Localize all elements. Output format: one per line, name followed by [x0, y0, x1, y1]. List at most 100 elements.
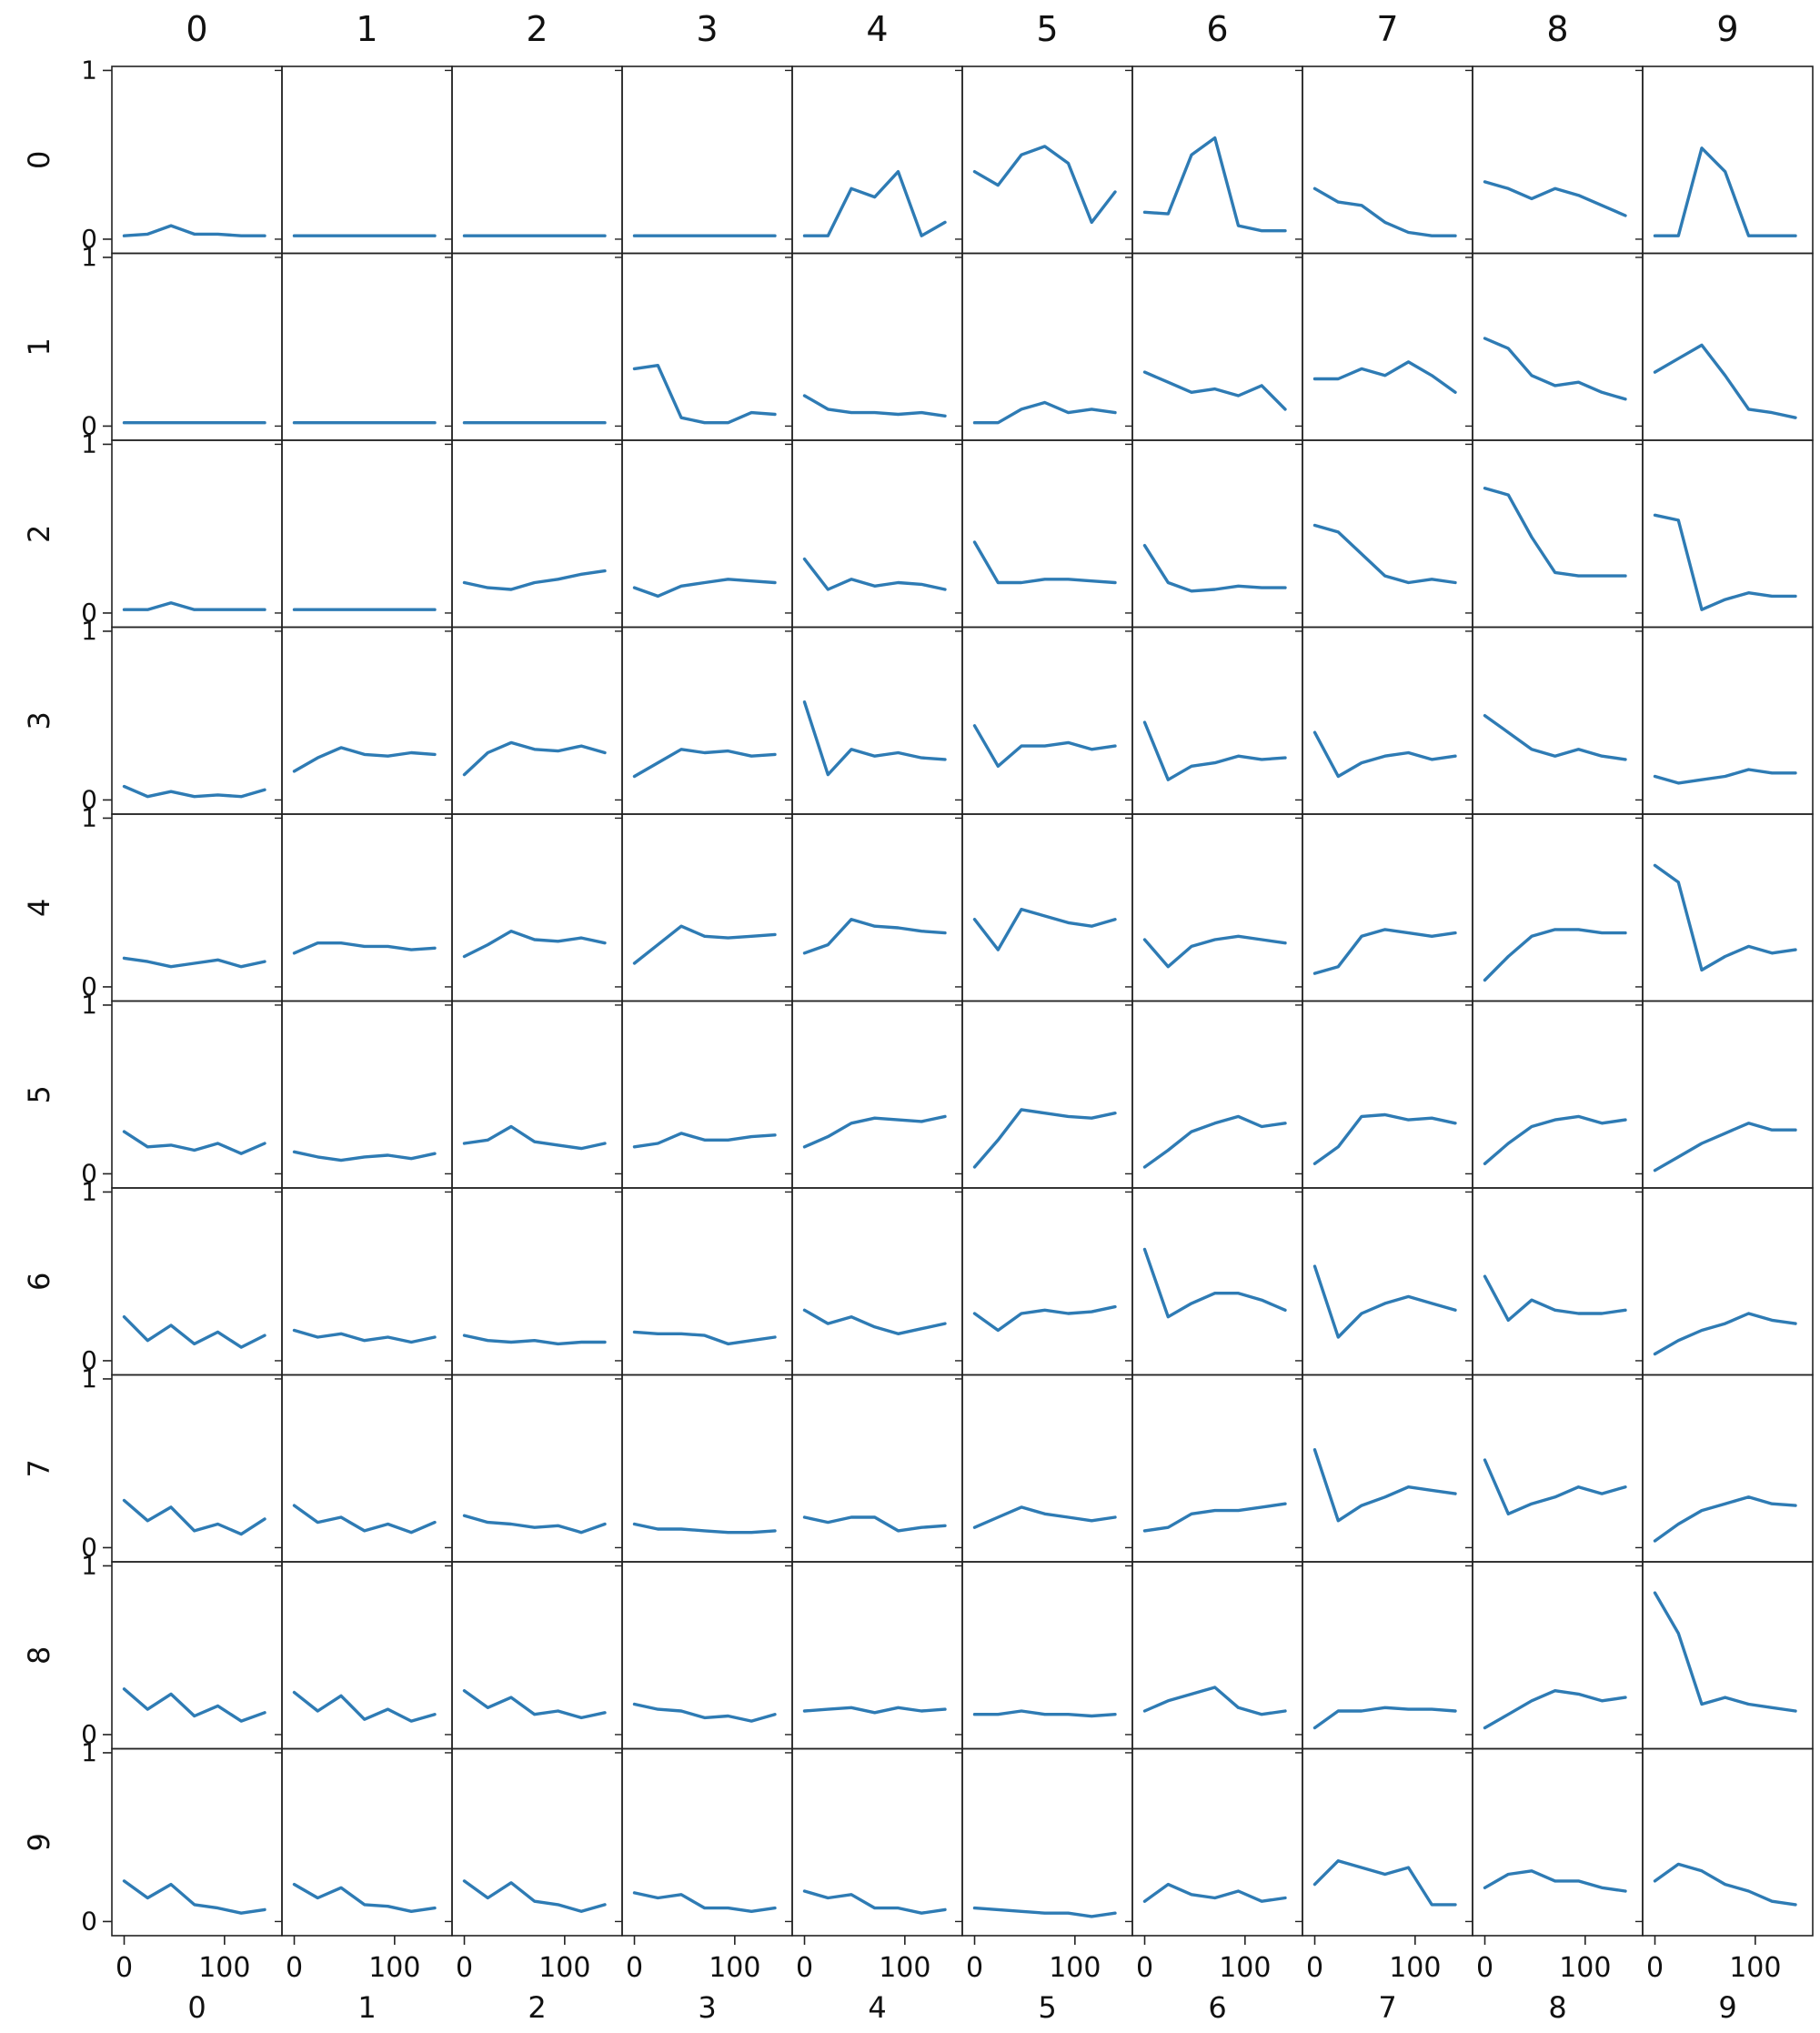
series-line-2-7	[1312, 523, 1457, 585]
cell-border-7-7	[1302, 1374, 1473, 1563]
x-tick-label: 0	[1476, 1952, 1493, 1984]
y-tick-label: 1	[81, 1737, 97, 1767]
cell-border-7-9	[1642, 1374, 1814, 1563]
series-line-3-0	[122, 784, 266, 799]
series-line-4-7	[1312, 928, 1457, 975]
cell-border-3-5	[961, 626, 1133, 815]
y-tick-label: 1	[81, 1176, 97, 1206]
y-tick-label: 1	[81, 1550, 97, 1580]
series-line-2-2	[462, 569, 607, 591]
series-line-4-1	[292, 941, 437, 955]
series-line-4-8	[1483, 928, 1627, 982]
y-tick-label: 0	[81, 1906, 97, 1936]
series-line-9-3	[632, 1891, 777, 1914]
series-line-5-6	[1142, 1114, 1287, 1169]
series-line-8-7	[1312, 1706, 1457, 1730]
series-line-8-2	[462, 1688, 607, 1720]
cell-border-6-4	[791, 1187, 963, 1376]
x-tick-label: 0	[1136, 1952, 1153, 1984]
cell-border-7-1	[281, 1374, 453, 1563]
col-label-top-9: 9	[1716, 9, 1738, 49]
cell-border-0-7	[1302, 65, 1473, 255]
cell-border-0-0	[111, 65, 283, 255]
cell-border-3-9	[1642, 626, 1814, 815]
x-tick-label: 0	[1306, 1952, 1323, 1984]
col-label-top-8: 8	[1546, 9, 1568, 49]
cell-border-7-0	[111, 1374, 283, 1563]
cell-border-8-7	[1302, 1561, 1473, 1750]
row-label-8: 8	[22, 1646, 56, 1665]
x-tick-label: 100	[1389, 1952, 1441, 1984]
series-line-2-6	[1142, 544, 1287, 593]
cell-border-0-9	[1642, 65, 1814, 255]
series-line-1-4	[802, 394, 947, 418]
col-label-bottom-3: 3	[698, 1990, 716, 2025]
cell-border-3-0	[111, 626, 283, 815]
col-label-bottom-5: 5	[1038, 1990, 1056, 2025]
series-line-2-0	[122, 601, 266, 611]
cell-border-8-4	[791, 1561, 963, 1750]
series-line-9-5	[972, 1906, 1117, 1918]
series-line-8-3	[632, 1702, 777, 1723]
series-line-9-7	[1312, 1858, 1457, 1907]
cell-border-7-4	[791, 1374, 963, 1563]
cell-border-3-1	[281, 626, 453, 815]
cell-border-2-0	[111, 439, 283, 629]
cell-border-5-5	[961, 1000, 1133, 1189]
cell-border-6-7	[1302, 1187, 1473, 1376]
cell-border-9-8	[1472, 1747, 1644, 1937]
series-line-4-6	[1142, 934, 1287, 969]
series-line-7-5	[972, 1505, 1117, 1529]
cell-border-3-2	[451, 626, 623, 815]
cell-border-4-8	[1472, 813, 1644, 1002]
row-label-7: 7	[22, 1459, 56, 1477]
cell-border-8-2	[451, 1561, 623, 1750]
y-tick-label: 1	[81, 616, 97, 646]
row-label-1: 1	[22, 337, 56, 356]
series-line-2-9	[1653, 513, 1797, 611]
series-line-0-0	[122, 224, 266, 237]
series-line-4-5	[972, 907, 1117, 951]
y-tick-label: 1	[81, 802, 97, 832]
series-line-9-1	[292, 1882, 437, 1914]
series-line-5-9	[1653, 1122, 1797, 1172]
series-line-3-5	[972, 724, 1117, 768]
cell-border-4-7	[1302, 813, 1473, 1002]
cell-border-5-0	[111, 1000, 283, 1189]
cell-border-6-5	[961, 1187, 1133, 1376]
x-tick-label: 0	[626, 1952, 643, 1984]
cell-border-8-6	[1131, 1561, 1303, 1750]
cell-border-2-3	[621, 439, 793, 629]
series-line-1-3	[632, 364, 777, 425]
series-line-6-6	[1142, 1247, 1287, 1319]
col-label-top-0: 0	[186, 9, 207, 49]
cell-border-4-3	[621, 813, 793, 1002]
cell-border-6-6	[1131, 1187, 1303, 1376]
series-line-6-3	[632, 1330, 777, 1346]
cell-border-1-2	[451, 252, 623, 441]
series-line-0-6	[1142, 136, 1287, 233]
series-line-5-7	[1312, 1112, 1457, 1166]
cell-border-1-6	[1131, 252, 1303, 441]
series-line-9-4	[802, 1889, 947, 1915]
series-line-8-6	[1142, 1686, 1287, 1716]
cell-border-6-8	[1472, 1187, 1644, 1376]
col-label-bottom-6: 6	[1208, 1990, 1226, 2025]
series-line-6-0	[122, 1314, 266, 1349]
y-tick-label: 1	[81, 55, 97, 85]
y-tick-label: 1	[81, 428, 97, 458]
series-line-3-6	[1142, 720, 1287, 781]
series-line-5-0	[122, 1130, 266, 1155]
cell-border-5-3	[621, 1000, 793, 1189]
series-line-7-9	[1653, 1495, 1797, 1543]
cell-border-1-9	[1642, 252, 1814, 441]
cell-border-0-8	[1472, 65, 1644, 255]
series-line-1-7	[1312, 360, 1457, 394]
y-tick-label: 0	[81, 1345, 97, 1375]
series-line-3-1	[292, 746, 437, 773]
cell-border-0-2	[451, 65, 623, 255]
row-label-9: 9	[22, 1833, 56, 1851]
series-line-3-9	[1653, 768, 1797, 785]
series-line-9-2	[462, 1879, 607, 1914]
cell-border-7-5	[961, 1374, 1133, 1563]
